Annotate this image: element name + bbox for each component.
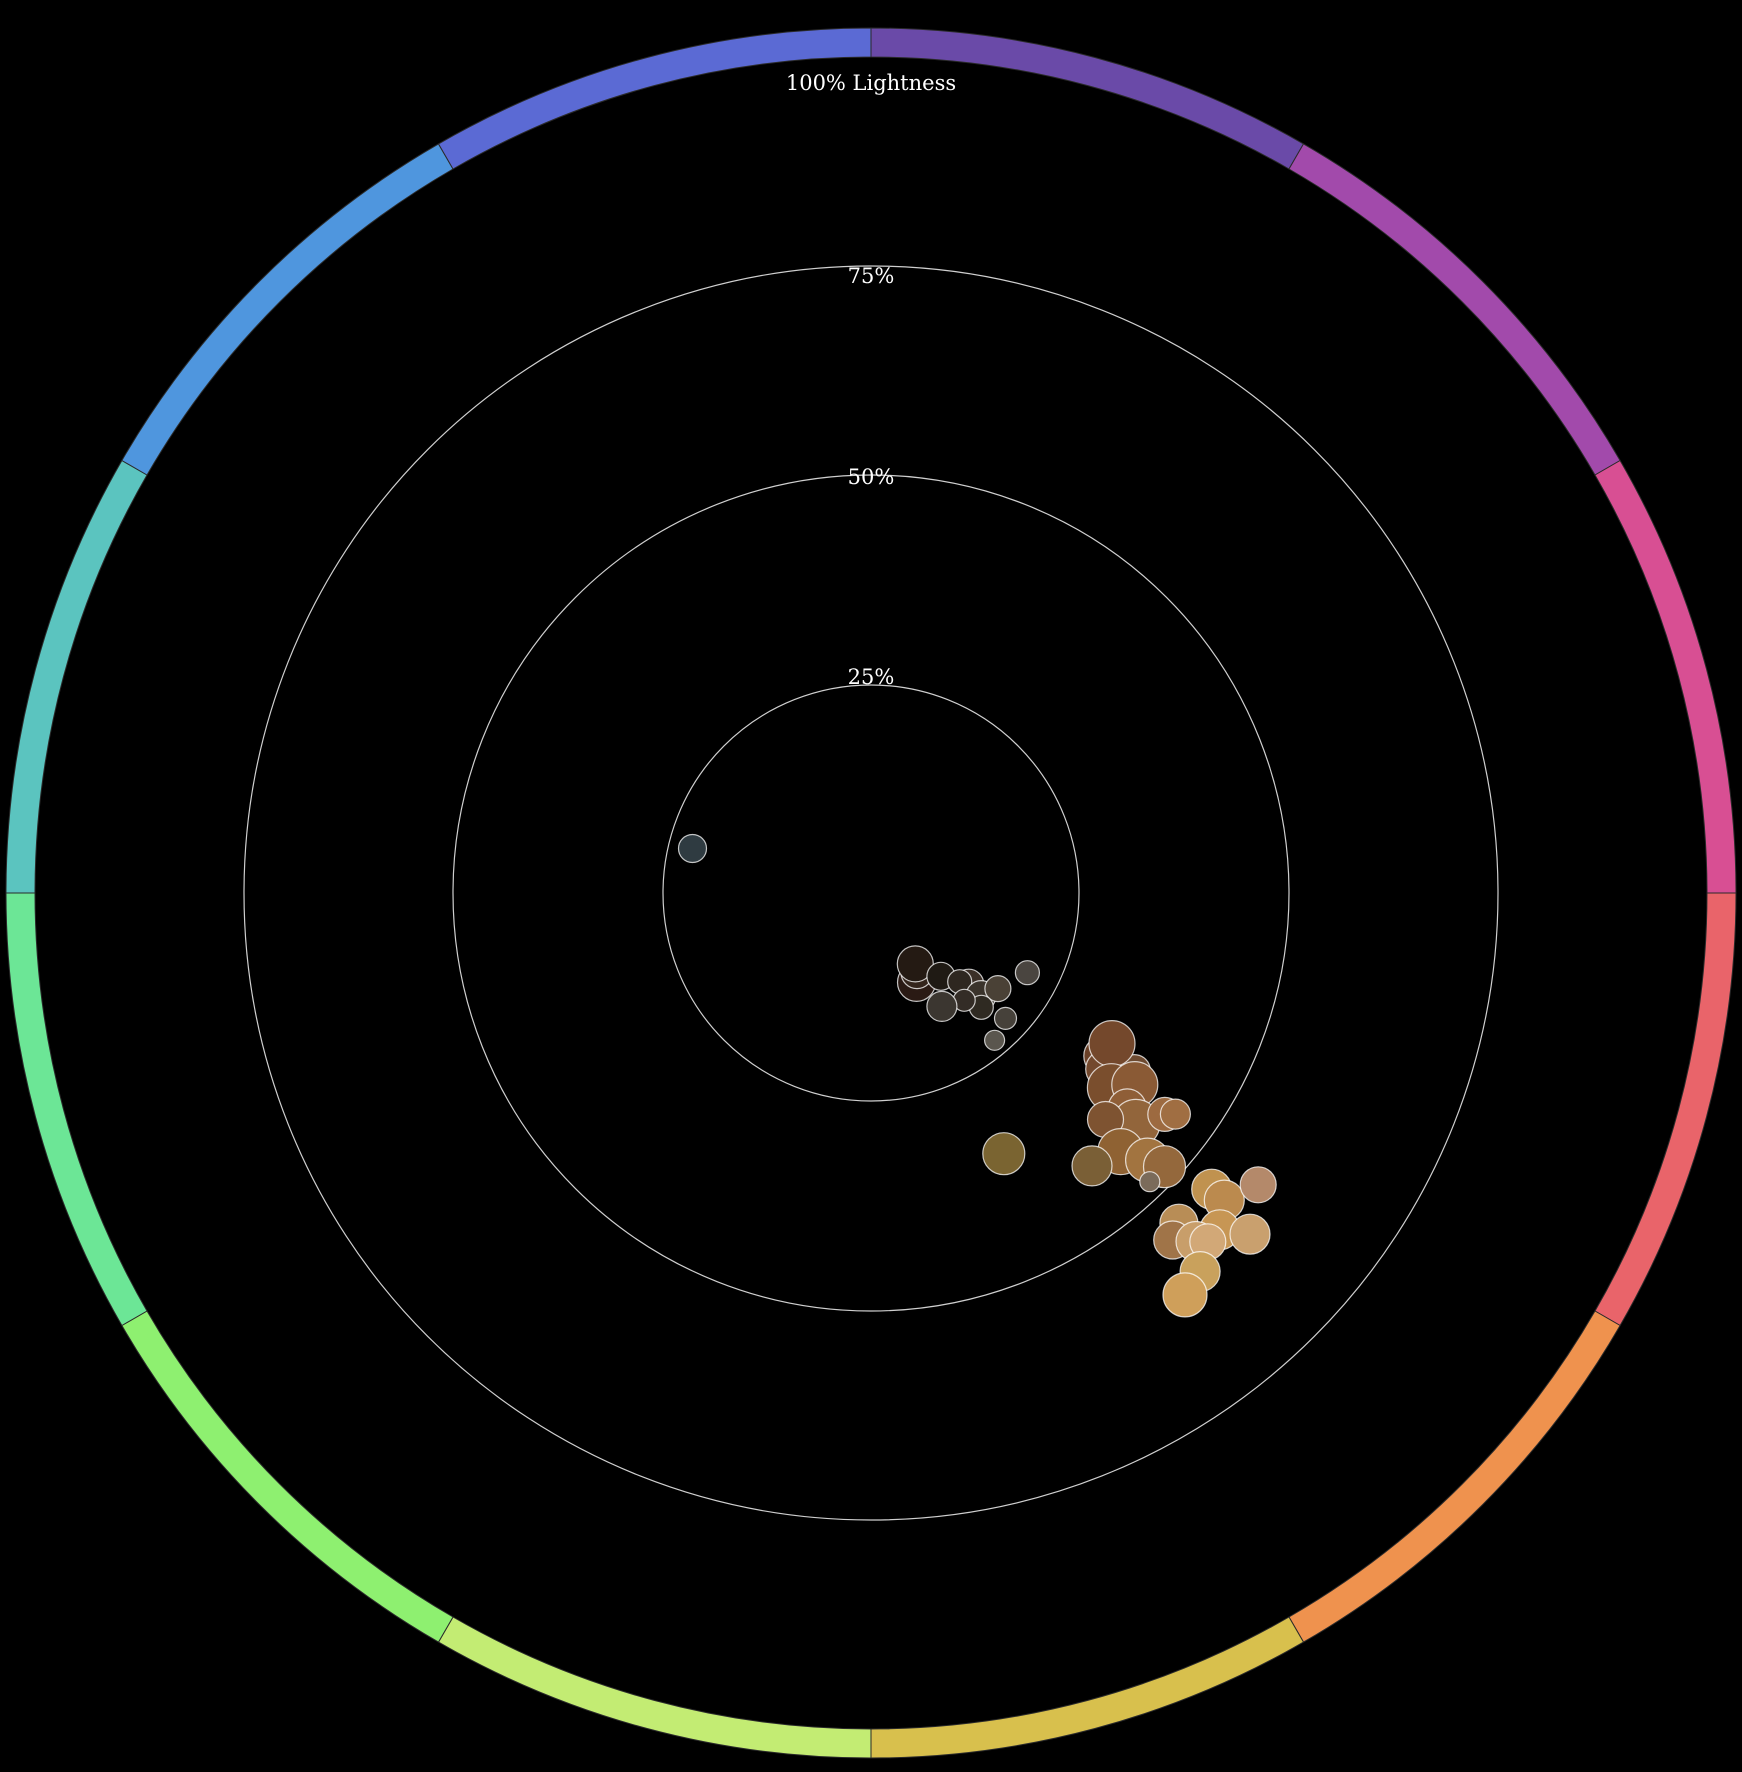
hue-segment-blue (437, 27, 872, 170)
hue-segment-orange (1288, 1310, 1621, 1643)
ring-label-25: 25% (848, 665, 895, 689)
hue-segment-violet (870, 27, 1305, 170)
hue-segment-mint (5, 892, 148, 1327)
ring-labels: 25% 50% 75% 100% Lightness (786, 71, 956, 689)
color-point[interactable] (983, 1029, 1006, 1051)
ring-label-100: 100% Lightness (786, 71, 956, 95)
hue-segment-magenta (1288, 143, 1621, 476)
ring-label-75: 75% (848, 264, 895, 288)
color-point[interactable] (982, 1132, 1026, 1176)
hue-segment-green (121, 1310, 454, 1643)
color-point[interactable] (1071, 1145, 1113, 1187)
color-point[interactable] (677, 833, 708, 864)
hue-segment-sky (121, 143, 454, 476)
ring-label-50: 50% (848, 465, 895, 489)
color-point[interactable] (1014, 960, 1041, 986)
color-points (677, 833, 1277, 1318)
grid-ring-25 (662, 684, 1080, 1102)
hue-segment-pink (1594, 459, 1737, 894)
hue-segment-yellow (870, 1616, 1305, 1759)
color-point[interactable] (1159, 1098, 1192, 1130)
color-point[interactable] (1162, 1272, 1208, 1318)
color-point[interactable] (926, 990, 958, 1023)
color-point[interactable] (993, 1006, 1018, 1031)
color-point[interactable] (984, 974, 1012, 1003)
color-point[interactable] (1239, 1166, 1277, 1204)
color-point[interactable] (1229, 1213, 1271, 1255)
grid-ring-75 (243, 265, 1499, 1521)
hue-segment-red (1594, 892, 1737, 1327)
hue-color-ring (5, 27, 1737, 1759)
grid-ring-50 (452, 474, 1290, 1312)
hue-segment-teal (5, 459, 148, 894)
color-point[interactable] (1139, 1171, 1161, 1193)
lightness-grid (243, 265, 1499, 1521)
color-point[interactable] (1088, 1019, 1136, 1068)
hue-segment-lime (437, 1616, 872, 1759)
